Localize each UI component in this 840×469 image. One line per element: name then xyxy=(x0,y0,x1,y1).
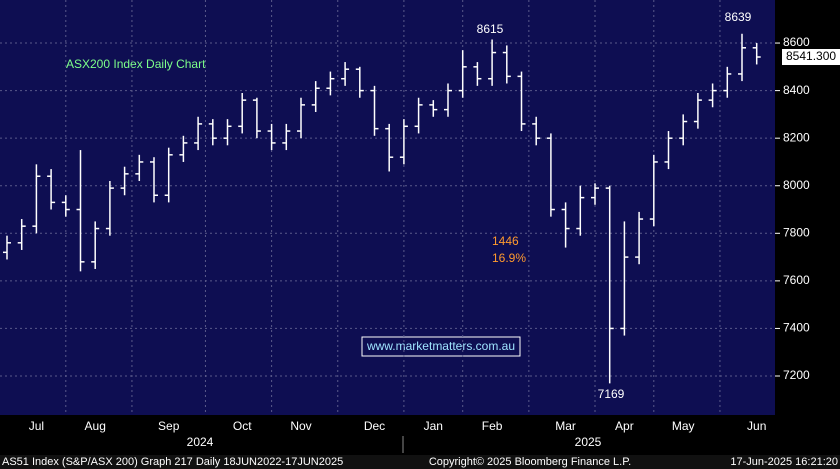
y-tick-label: 7200 xyxy=(783,368,810,382)
x-tick-label: Nov xyxy=(290,419,311,433)
year-label: 2025 xyxy=(575,435,602,449)
x-tick-label: Feb xyxy=(482,419,503,433)
x-tick-label: Oct xyxy=(233,419,252,433)
plot-area xyxy=(0,0,775,415)
y-tick-label: 7800 xyxy=(783,225,810,239)
footer-center: Copyright© 2025 Bloomberg Finance L.P. xyxy=(429,456,631,468)
footer-bar xyxy=(0,455,840,469)
year-label: 2024 xyxy=(187,435,214,449)
y-tick-label: 8000 xyxy=(783,178,810,192)
last-value-box xyxy=(782,49,840,66)
annotation: 7169 xyxy=(598,387,625,401)
x-tick-label: Jun xyxy=(747,419,766,433)
y-tick-label: 7400 xyxy=(783,321,810,335)
last-value-label: 8541.300 xyxy=(786,49,836,63)
y-tick-label: 7600 xyxy=(783,273,810,287)
y-tick-label: 8400 xyxy=(783,83,810,97)
x-tick-label: Dec xyxy=(364,419,385,433)
footer-left: AS51 Index (S&P/ASX 200) Graph 217 Daily… xyxy=(2,456,343,468)
annotation: 1446 xyxy=(492,234,519,248)
x-tick-label: May xyxy=(672,419,695,433)
x-tick-label: Apr xyxy=(615,419,634,433)
watermark-box xyxy=(361,336,521,357)
annotation: 8615 xyxy=(477,22,504,36)
chart-title: ASX200 Index Daily Chart xyxy=(66,57,206,71)
y-tick-label: 8200 xyxy=(783,130,810,144)
x-tick-label: Jan xyxy=(424,419,443,433)
watermark: www.marketmatters.com.au xyxy=(366,339,515,353)
y-tick-label: 8600 xyxy=(783,35,810,49)
annotation: 8639 xyxy=(725,10,752,24)
x-tick-label: Mar xyxy=(555,419,576,433)
x-tick-label: Aug xyxy=(85,419,106,433)
footer-right: 17-Jun-2025 16:21:20 xyxy=(730,456,838,468)
annotation: 16.9% xyxy=(492,251,526,265)
x-tick-label: Jul xyxy=(29,419,44,433)
x-tick-label: Sep xyxy=(158,419,180,433)
